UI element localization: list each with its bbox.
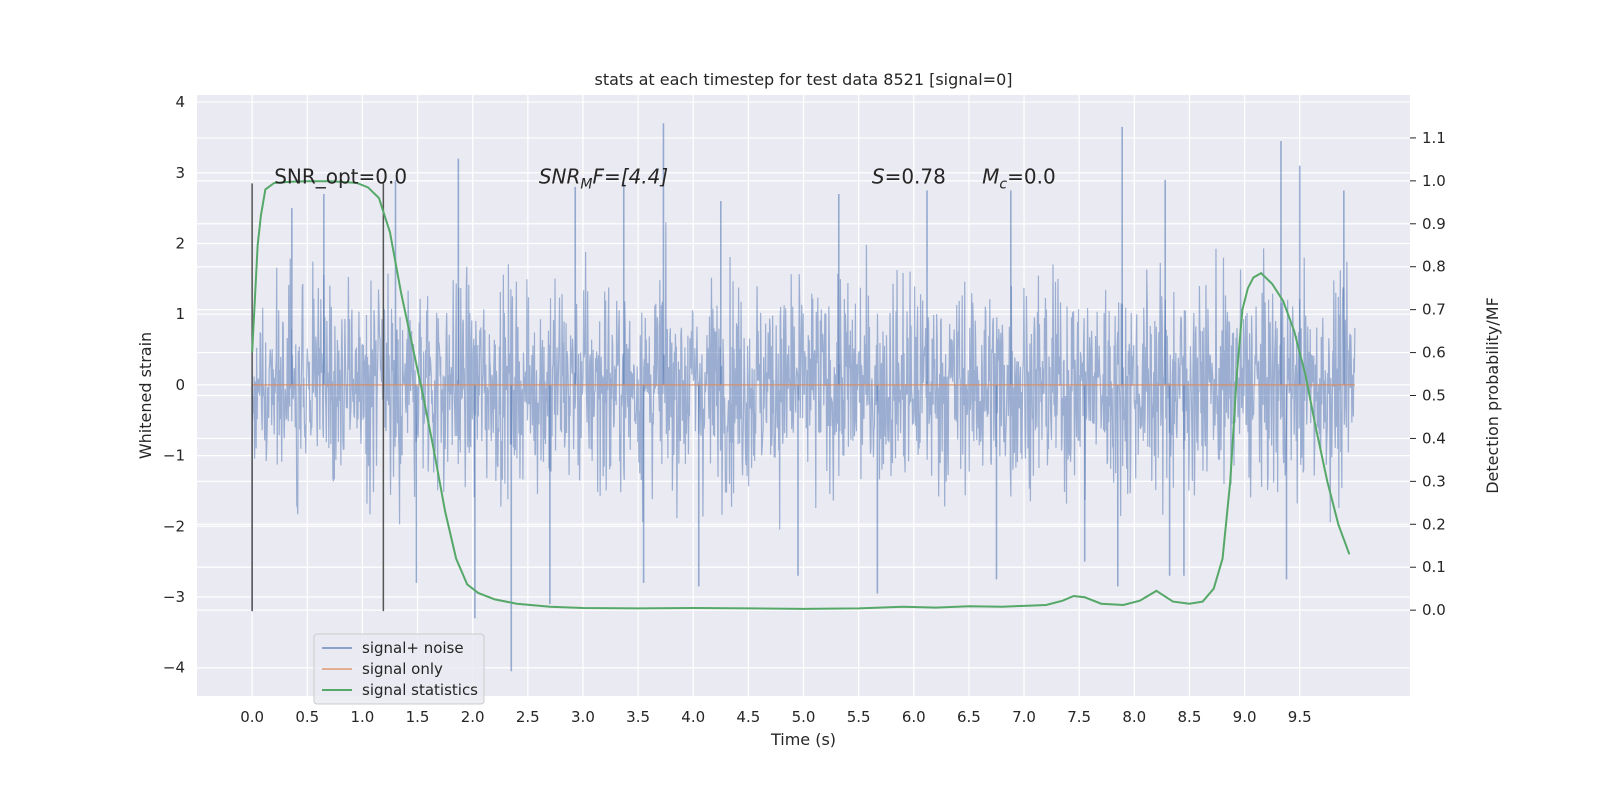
- y-axis-ticks: −4 −3 −2 −1 0 1 2 3 4: [163, 93, 185, 677]
- x-tick-label: 7.5: [1067, 708, 1091, 726]
- annotation-snr-opt: SNR_opt=0.0: [274, 164, 407, 188]
- x-tick-label: 0.5: [295, 708, 319, 726]
- x-axis-ticks: 0.0 0.5 1.0 1.5 2.0 2.5 3.0 3.5 4.0 4.5 5.0 5.5 6.0 6…: [240, 708, 1311, 726]
- legend-box: [313, 633, 485, 705]
- y2-tick-label: 0.0: [1422, 601, 1446, 619]
- legend-item-signal-statistics: signal statistics: [322, 681, 478, 699]
- x-tick-label: 5.0: [792, 708, 816, 726]
- series-signal-plus-noise: [251, 123, 1356, 672]
- y2-tick-label: 0.4: [1422, 429, 1446, 447]
- y2-tick-label: 0.6: [1422, 344, 1446, 362]
- y-tick-label: −3: [163, 588, 185, 606]
- x-tick-label: 4.0: [681, 708, 705, 726]
- legend-label-signal-statistics: signal statistics: [362, 681, 478, 699]
- annotation-mc-symbol: M: [982, 164, 999, 188]
- x-axis-label: Time (s): [770, 730, 836, 749]
- y-axis-label: Whitened strain: [136, 332, 155, 459]
- y-tick-label: −4: [163, 659, 185, 677]
- annotation-snr-mf: SNRMF=[4.4]: [539, 164, 668, 192]
- y2-axis-label: Detection probability/MF: [1483, 297, 1502, 494]
- y2-tick-label: 0.9: [1422, 215, 1446, 233]
- series-signal-statistics: [251, 180, 1351, 610]
- annotation-s: S=0.78: [872, 164, 946, 188]
- y-tick-label: −2: [163, 517, 185, 535]
- y2-tick-label: 1.1: [1422, 129, 1446, 147]
- legend-label-signal-plus-noise: signal+ noise: [362, 639, 464, 657]
- y-tick-label: 2: [175, 234, 185, 252]
- y2-tick-label: 0.7: [1422, 301, 1446, 319]
- x-tick-label: 2.0: [461, 708, 485, 726]
- statistics-curve: [251, 180, 1351, 610]
- legend-item-signal-only: signal only: [322, 660, 443, 678]
- legend-item-signal-plus-noise: signal+ noise: [322, 639, 464, 657]
- window-lines: [251, 183, 385, 612]
- x-tick-label: 1.5: [406, 708, 430, 726]
- y-tick-label: −1: [163, 447, 185, 465]
- x-tick-label: 1.0: [350, 708, 374, 726]
- x-tick-label: 9.5: [1288, 708, 1312, 726]
- legend-label-signal-only: signal only: [362, 660, 443, 678]
- y2-tick-label: 0.2: [1422, 515, 1446, 533]
- annotation-snr-mf-sub: M: [580, 176, 592, 192]
- y2-axis-ticks: 0.0 0.1 0.2 0.3 0.4 0.5 0.6 0.7 0.8 0.9 1.0 1.1: [1410, 129, 1446, 619]
- x-tick-label: 3.0: [571, 708, 595, 726]
- x-tick-label: 2.5: [516, 708, 540, 726]
- y2-tick-label: 0.1: [1422, 558, 1446, 576]
- x-tick-label: 7.0: [1012, 708, 1036, 726]
- x-tick-label: 3.5: [626, 708, 650, 726]
- annotation-s-symbol: S: [872, 164, 885, 188]
- x-tick-label: 0.0: [240, 708, 264, 726]
- x-tick-label: 8.5: [1178, 708, 1202, 726]
- annotation-mc: Mc=0.0: [982, 164, 1056, 192]
- y2-tick-label: 0.8: [1422, 258, 1446, 276]
- legend: signal+ noise signal only signal statist…: [313, 633, 485, 705]
- x-tick-label: 6.0: [902, 708, 926, 726]
- noise-trace: [251, 222, 1356, 530]
- x-tick-label: 6.5: [957, 708, 981, 726]
- x-tick-label: 8.0: [1122, 708, 1146, 726]
- x-tick-label: 9.0: [1233, 708, 1257, 726]
- y-tick-label: 0: [175, 376, 185, 394]
- x-tick-label: 4.5: [736, 708, 760, 726]
- annotation-mc-value: =0.0: [1007, 164, 1056, 188]
- y-tick-label: 1: [175, 305, 185, 323]
- annotation-snr-mf-rest: F=[4.4]: [593, 164, 669, 188]
- y2-tick-label: 0.3: [1422, 472, 1446, 490]
- annotation-s-value: =0.78: [885, 164, 946, 188]
- annotation-snr-mf-main: SNR: [539, 164, 581, 188]
- chart-title: stats at each timestep for test data 852…: [594, 70, 1012, 89]
- y-tick-label: 4: [175, 93, 185, 111]
- y2-tick-label: 0.5: [1422, 387, 1446, 405]
- annotation-mc-sub: c: [999, 176, 1007, 192]
- y2-tick-label: 1.0: [1422, 172, 1446, 190]
- y-tick-label: 3: [175, 164, 185, 182]
- x-tick-label: 5.5: [847, 708, 871, 726]
